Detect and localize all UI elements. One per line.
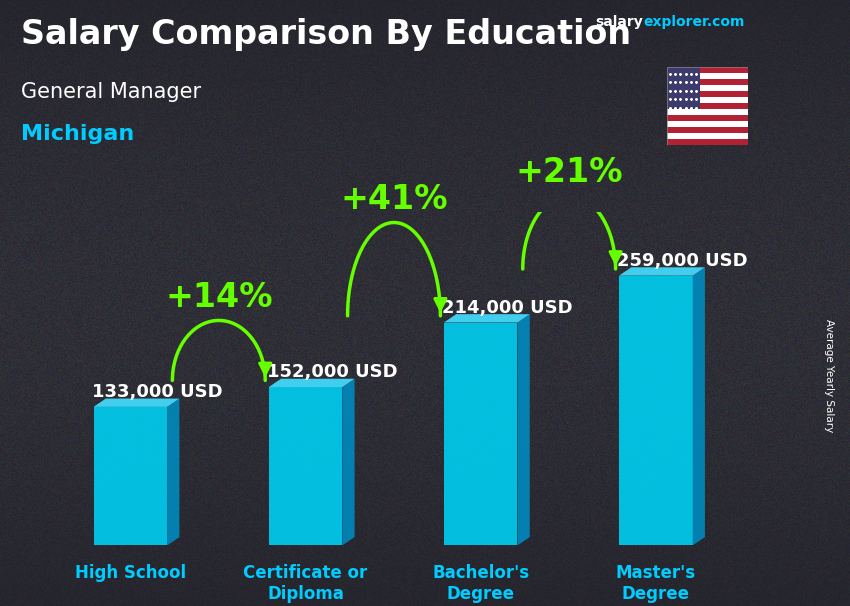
Polygon shape xyxy=(619,276,693,545)
Polygon shape xyxy=(269,387,343,545)
Bar xyxy=(667,103,748,109)
Text: General Manager: General Manager xyxy=(21,82,201,102)
Polygon shape xyxy=(693,267,705,545)
Text: Average Yearly Salary: Average Yearly Salary xyxy=(824,319,834,432)
Polygon shape xyxy=(444,314,530,322)
Polygon shape xyxy=(94,399,179,407)
Text: 152,000 USD: 152,000 USD xyxy=(267,363,398,381)
Polygon shape xyxy=(167,399,179,545)
Bar xyxy=(667,139,748,145)
Text: Salary Comparison By Education: Salary Comparison By Education xyxy=(21,18,632,51)
Polygon shape xyxy=(343,379,354,545)
Text: +41%: +41% xyxy=(340,183,448,216)
Polygon shape xyxy=(518,314,530,545)
Bar xyxy=(667,79,748,85)
Bar xyxy=(667,73,748,79)
Text: salary: salary xyxy=(595,15,643,29)
Text: Michigan: Michigan xyxy=(21,124,134,144)
Bar xyxy=(667,85,748,91)
Text: 259,000 USD: 259,000 USD xyxy=(617,251,748,270)
Polygon shape xyxy=(269,379,354,387)
Polygon shape xyxy=(94,407,167,545)
Text: explorer.com: explorer.com xyxy=(643,15,745,29)
Bar xyxy=(667,115,748,121)
Bar xyxy=(667,133,748,139)
Bar xyxy=(667,121,748,127)
Text: +21%: +21% xyxy=(515,156,623,189)
Text: 133,000 USD: 133,000 USD xyxy=(92,383,223,401)
Text: 214,000 USD: 214,000 USD xyxy=(442,299,573,316)
Text: +14%: +14% xyxy=(165,281,273,314)
Bar xyxy=(667,91,748,97)
Bar xyxy=(667,67,700,109)
Bar xyxy=(667,67,748,73)
Bar xyxy=(667,109,748,115)
Polygon shape xyxy=(444,322,518,545)
Bar xyxy=(667,127,748,133)
Polygon shape xyxy=(619,267,705,276)
Bar xyxy=(667,97,748,103)
